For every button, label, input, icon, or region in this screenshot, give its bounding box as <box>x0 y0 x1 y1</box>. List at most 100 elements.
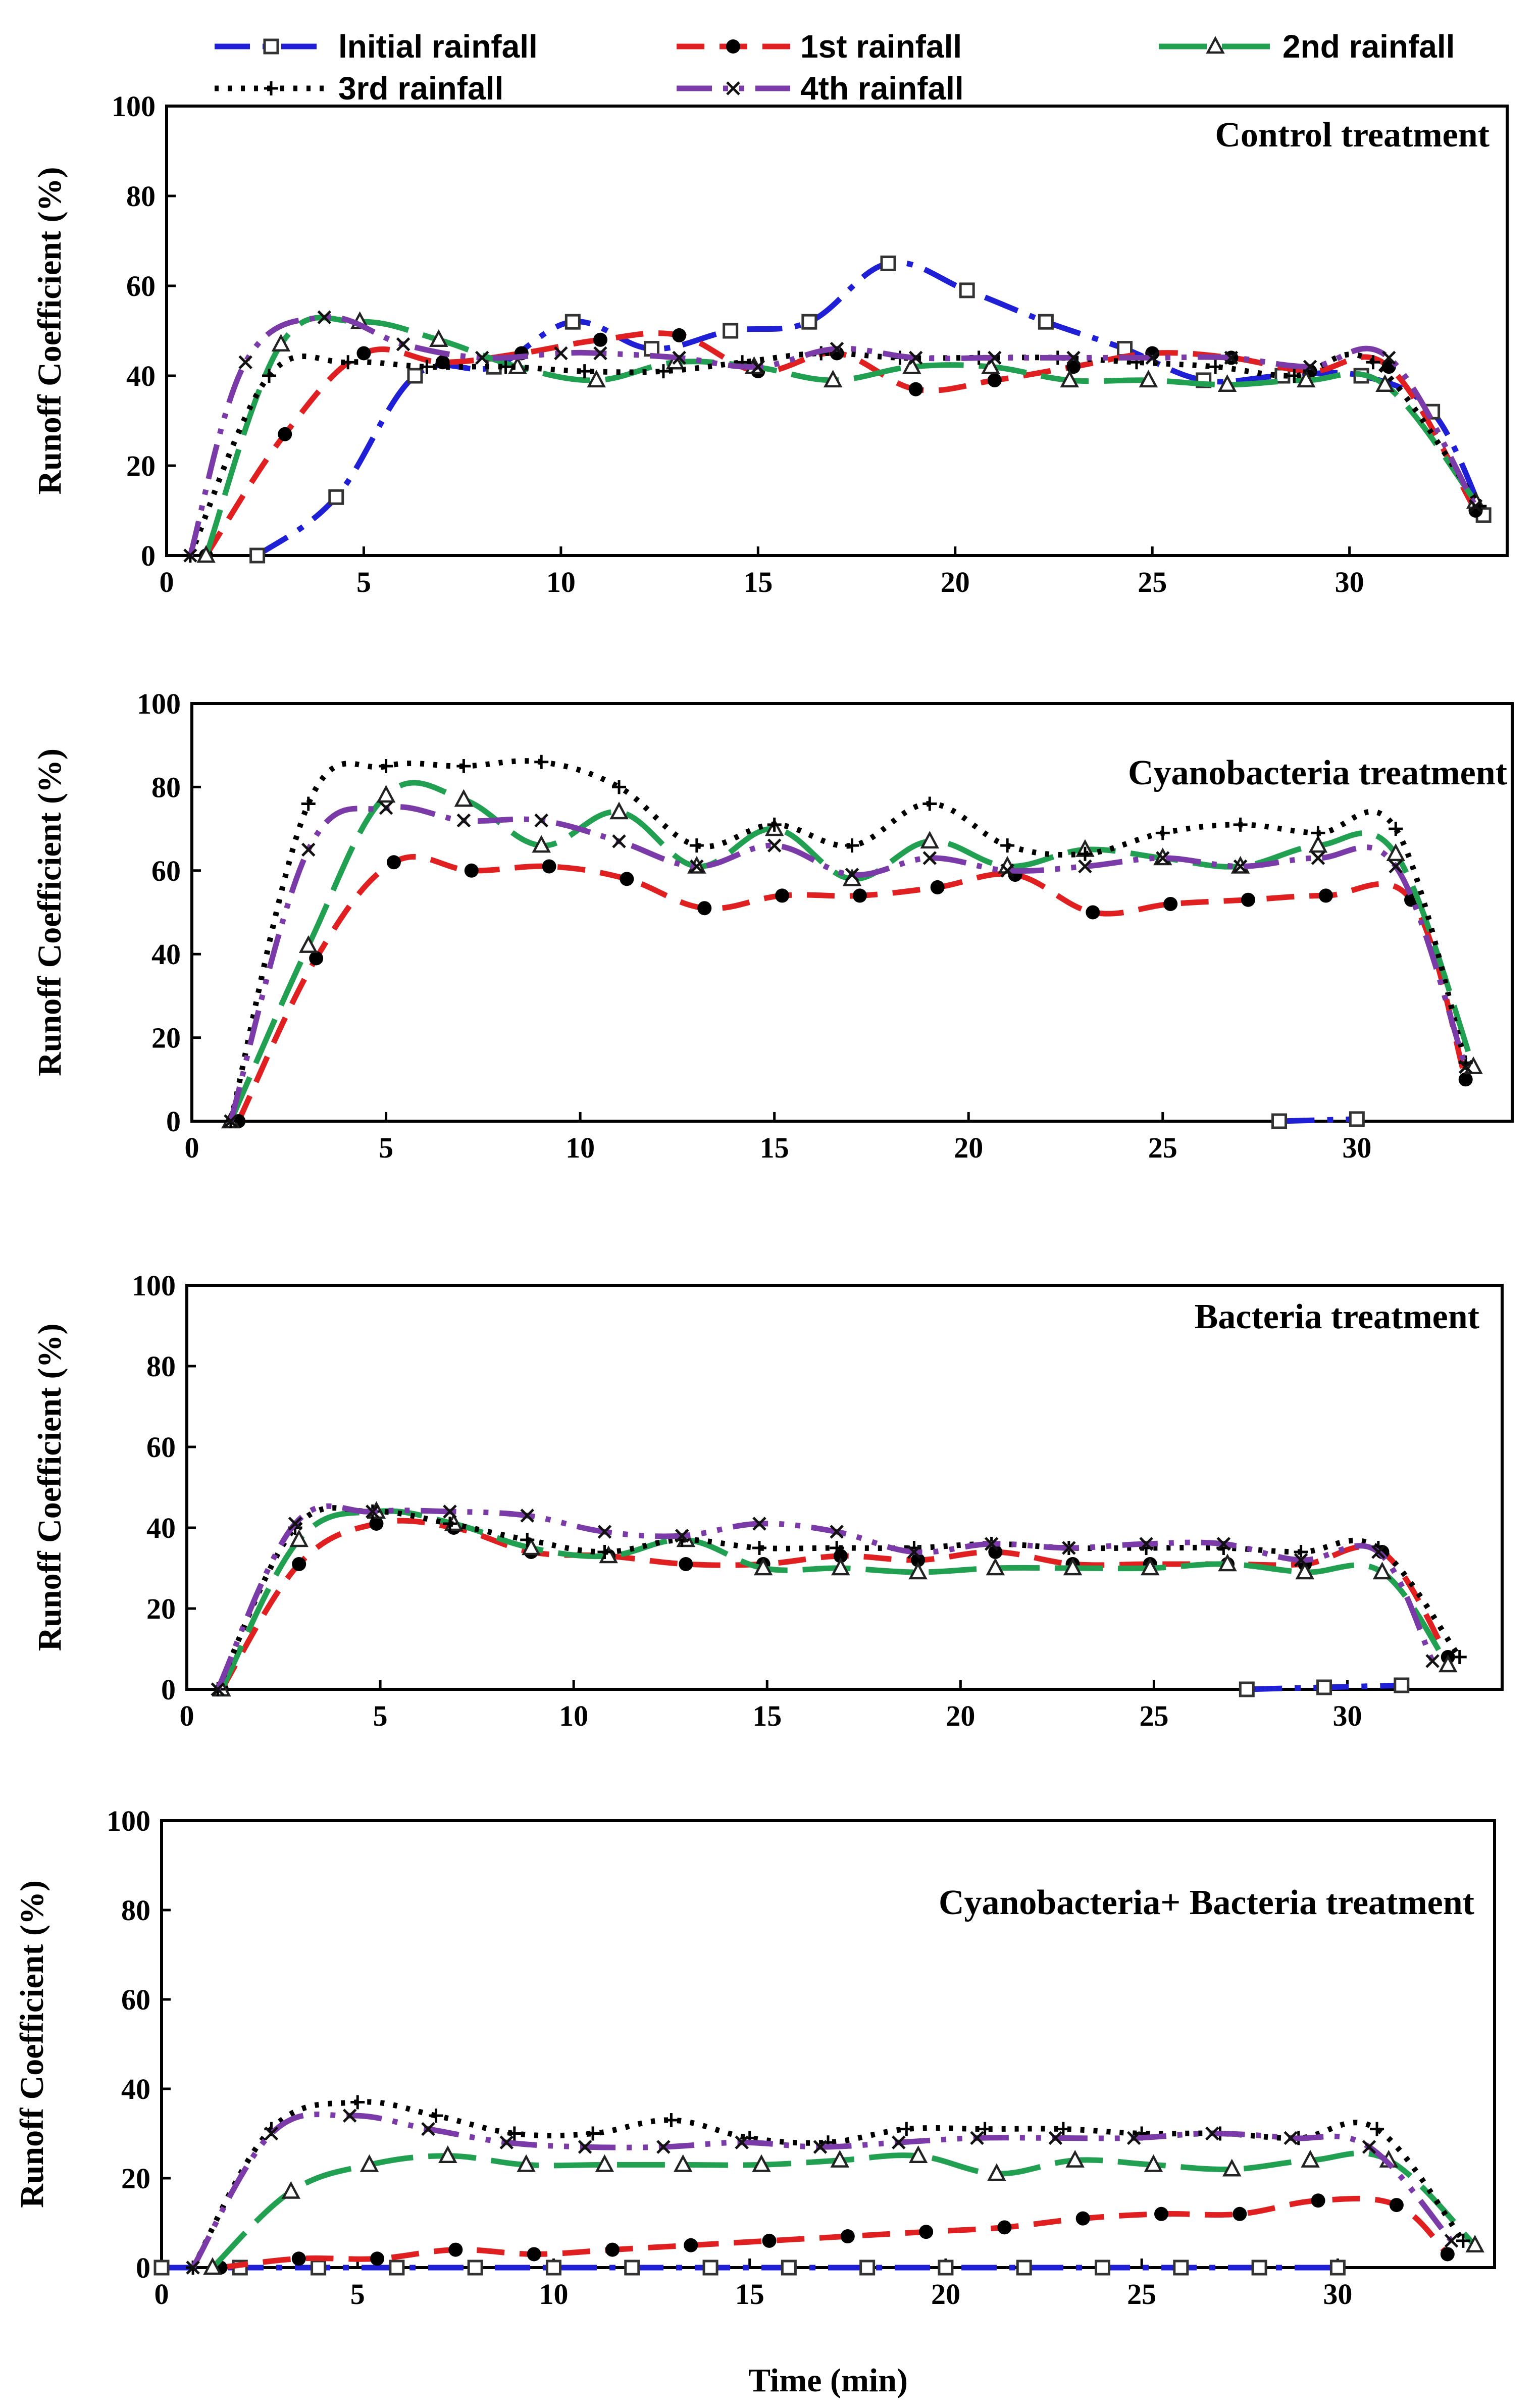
data-point-first <box>908 382 923 396</box>
panel-title: Cyanobacteria+ Bacteria treatment <box>939 1883 1474 1922</box>
data-point-first <box>593 332 607 347</box>
data-point-fourth <box>1126 2131 1141 2145</box>
x-tick-label: 10 <box>566 1131 595 1164</box>
y-tick-label: 20 <box>151 1022 181 1055</box>
data-point-fourth <box>922 851 937 865</box>
x-tick-label: 20 <box>954 1131 983 1164</box>
data-point-fourth <box>845 868 859 882</box>
data-point-initial <box>153 2260 170 2276</box>
x-tick-label: 15 <box>760 1131 789 1164</box>
y-tick-label: 40 <box>121 2073 150 2105</box>
data-point-second <box>587 370 606 388</box>
legend-marker-first <box>726 39 740 54</box>
data-point-fourth <box>1425 1654 1440 1668</box>
data-point-fourth <box>499 2135 514 2149</box>
data-point-third <box>752 1541 766 1555</box>
x-tick-label: 30 <box>1342 1131 1371 1164</box>
data-point-first <box>1318 888 1333 903</box>
data-point-third <box>341 355 355 370</box>
panel-3: 0 20 40 60 80 100 0 5 10 15 20 25 30 Runoff Coefficie… <box>31 1269 1504 1732</box>
data-point-second <box>831 1558 850 1576</box>
data-point-second <box>289 1529 309 1547</box>
data-point-fourth <box>1311 851 1325 865</box>
data-point-second <box>673 2154 693 2172</box>
data-point-first <box>356 346 371 361</box>
data-point-second <box>752 2154 771 2172</box>
legend-entry-second: 2nd rainfall <box>1159 28 1455 65</box>
data-point-third <box>1077 846 1092 861</box>
series-line-first <box>219 1518 1451 1691</box>
data-point-fourth <box>1389 859 1403 874</box>
data-point-third <box>922 796 937 811</box>
data-point-first <box>911 1553 926 1567</box>
data-point-third <box>1311 826 1325 840</box>
data-point-second <box>271 333 291 352</box>
y-tick-label: 0 <box>136 2251 150 2284</box>
data-point-third <box>443 1517 457 1531</box>
data-point-fourth <box>1145 350 1159 365</box>
data-point-initial <box>1329 2260 1346 2276</box>
data-point-fourth <box>907 1545 921 1559</box>
data-point-first <box>775 888 790 903</box>
data-point-fourth <box>379 800 393 815</box>
data-point-second <box>429 329 448 347</box>
data-point-fourth <box>1284 2131 1298 2145</box>
y-tick-label: 40 <box>146 1512 176 1544</box>
legend-marker-third <box>264 81 278 95</box>
x-tick-label: 0 <box>185 1131 199 1164</box>
x-tick-label: 0 <box>160 566 174 598</box>
legend-label-initial: lnitial rainfall <box>338 28 538 65</box>
data-point-fourth <box>365 1504 380 1519</box>
data-point-fourth <box>970 2131 984 2145</box>
data-point-fourth <box>224 1114 238 1128</box>
x-tick-label: 15 <box>743 566 773 598</box>
data-point-fourth <box>1205 2126 1219 2141</box>
data-point-initial <box>249 547 266 564</box>
data-point-first <box>684 2238 698 2252</box>
data-point-third <box>1452 1650 1467 1664</box>
data-point-initial <box>467 2260 483 2276</box>
y-tick-label: 100 <box>107 1804 150 1837</box>
data-point-second <box>908 2145 928 2163</box>
data-point-third <box>1056 2122 1070 2136</box>
data-point-fourth <box>656 2140 671 2154</box>
data-point-fourth <box>672 350 686 365</box>
legend-entry-first: 1st rainfall <box>677 28 962 65</box>
data-point-initial <box>1349 1111 1365 1127</box>
data-point-fourth <box>183 548 197 563</box>
legend: lnitial rainfall 1st rainfall 2nd rainfall… <box>215 28 1455 107</box>
data-point-first <box>1440 2247 1455 2262</box>
legend-label-first: 1st rainfall <box>800 28 962 65</box>
data-point-fourth <box>421 2122 435 2136</box>
data-point-second <box>1063 1558 1083 1576</box>
data-point-second <box>1295 1562 1315 1580</box>
data-point-initial <box>959 282 975 298</box>
data-point-third <box>429 2109 443 2123</box>
data-point-fourth <box>396 337 410 352</box>
y-tick-label: 0 <box>166 1105 181 1138</box>
data-point-fourth <box>752 1517 766 1531</box>
x-tick-label: 20 <box>946 1699 975 1732</box>
data-point-third <box>1370 2122 1384 2136</box>
data-point-third <box>1456 2233 1470 2248</box>
data-point-initial <box>1173 2260 1189 2276</box>
data-point-third <box>507 2126 522 2141</box>
series-second <box>221 780 1483 1129</box>
data-point-fourth <box>1139 1537 1153 1551</box>
data-point-second <box>830 2149 850 2168</box>
data-point-third <box>420 360 434 374</box>
data-point-fourth <box>1156 851 1170 865</box>
data-point-fourth <box>1303 360 1317 374</box>
data-point-first <box>679 1557 693 1571</box>
plot-frame <box>185 1284 1504 1691</box>
data-point-fourth <box>1224 350 1239 365</box>
data-point-fourth <box>1468 499 1483 513</box>
data-point-fourth <box>813 2140 828 2154</box>
data-point-fourth <box>908 350 923 365</box>
x-axis-label: Time (min) <box>748 2362 908 2399</box>
data-point-fourth <box>1294 1553 1308 1567</box>
data-point-second <box>203 2257 222 2275</box>
data-point-first <box>369 1517 384 1531</box>
data-point-initial <box>311 2260 327 2276</box>
